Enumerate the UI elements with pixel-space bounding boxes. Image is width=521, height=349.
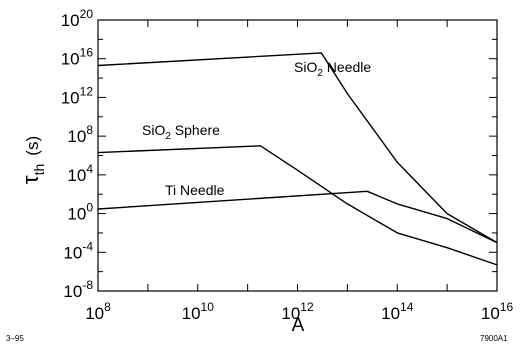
label-sio2-needle: SiO2 Needle	[294, 59, 371, 79]
y-tick-label-base: 10	[67, 127, 86, 146]
x-tick-label-exponent: 8	[104, 300, 111, 314]
x-axis-label: A	[292, 315, 305, 336]
x-tick-label-exponent: 12	[300, 300, 314, 314]
y-axis-ticks	[98, 38, 497, 273]
y-axis-label-symbol: τ	[18, 175, 43, 184]
x-tick-label: 108	[85, 300, 111, 323]
y-tick-label-exponent: 4	[86, 162, 93, 176]
series-label-main: SiO	[142, 122, 165, 138]
x-tick-label: 1016	[481, 300, 514, 323]
x-tick-label-base: 10	[381, 304, 400, 323]
y-tick-label-base: 10	[67, 166, 86, 185]
x-tick-label: 1012	[281, 300, 314, 323]
label-sio2-sphere: SiO2 Sphere	[142, 122, 220, 142]
y-tick-label-exponent: 20	[80, 7, 94, 21]
ti-needle-line	[97, 190, 498, 244]
y-axis-label: τth (s)	[18, 136, 47, 184]
y-tick-label-exponent: 0	[86, 201, 93, 215]
x-axis-ticks	[147, 20, 448, 291]
y-tick-label-base: 10	[61, 11, 80, 30]
y-tick-label-exponent: 16	[80, 46, 94, 60]
figure-code-left: 3–95	[6, 334, 24, 343]
x-tick-label-base: 10	[182, 304, 201, 323]
x-tick-label-base: 10	[481, 304, 500, 323]
y-tick-label-base: 10	[63, 282, 82, 301]
y-tick-label: 108	[67, 123, 93, 146]
y-tick-label-exponent: 12	[80, 84, 94, 98]
y-tick-label-base: 10	[61, 50, 80, 69]
x-tick-label-exponent: 16	[500, 300, 514, 314]
series-label-subscript: 2	[165, 131, 171, 142]
series-lines	[97, 52, 498, 266]
y-tick-label-exponent: 8	[86, 123, 93, 137]
sio2-sphere-line	[97, 145, 498, 266]
series-label-rest: Needle	[323, 59, 371, 75]
y-tick-label: 1016	[61, 46, 94, 69]
series-label-main: Ti Needle	[165, 182, 225, 198]
y-tick-label: 1020	[61, 7, 94, 30]
y-tick-label-base: 10	[61, 88, 80, 107]
x-tick-label-base: 10	[281, 304, 300, 323]
x-tick-label-base: 10	[85, 304, 104, 323]
y-tick-label: 10-4	[63, 239, 93, 262]
y-tick-label-exponent: -8	[82, 278, 93, 292]
y-tick-label: 100	[67, 201, 93, 224]
x-tick-label-exponent: 10	[201, 300, 215, 314]
y-tick-label: 1012	[61, 84, 94, 107]
series-label-rest: Sphere	[171, 122, 220, 138]
y-axis-label-unit: (s)	[23, 136, 42, 156]
series-label-subscript: 2	[317, 68, 323, 79]
y-tick-label-base: 10	[67, 205, 86, 224]
y-tick-label-exponent: -4	[82, 239, 93, 253]
y-tick-label-base: 10	[63, 243, 82, 262]
sio2-needle-line	[97, 52, 498, 244]
y-axis-label-subscript: th	[31, 164, 47, 176]
y-tick-label: 10-8	[63, 278, 93, 301]
figure-code-right: 7900A1	[480, 334, 508, 343]
x-tick-label: 1010	[182, 300, 215, 323]
label-ti-needle: Ti Needle	[165, 182, 225, 198]
x-axis-tick-labels: 108 1010 1012 1014 1016	[85, 300, 513, 323]
x-tick-label: 1014	[381, 300, 414, 323]
y-tick-label: 104	[67, 162, 93, 185]
series-label-main: SiO	[294, 59, 317, 75]
x-tick-label-exponent: 14	[400, 300, 414, 314]
